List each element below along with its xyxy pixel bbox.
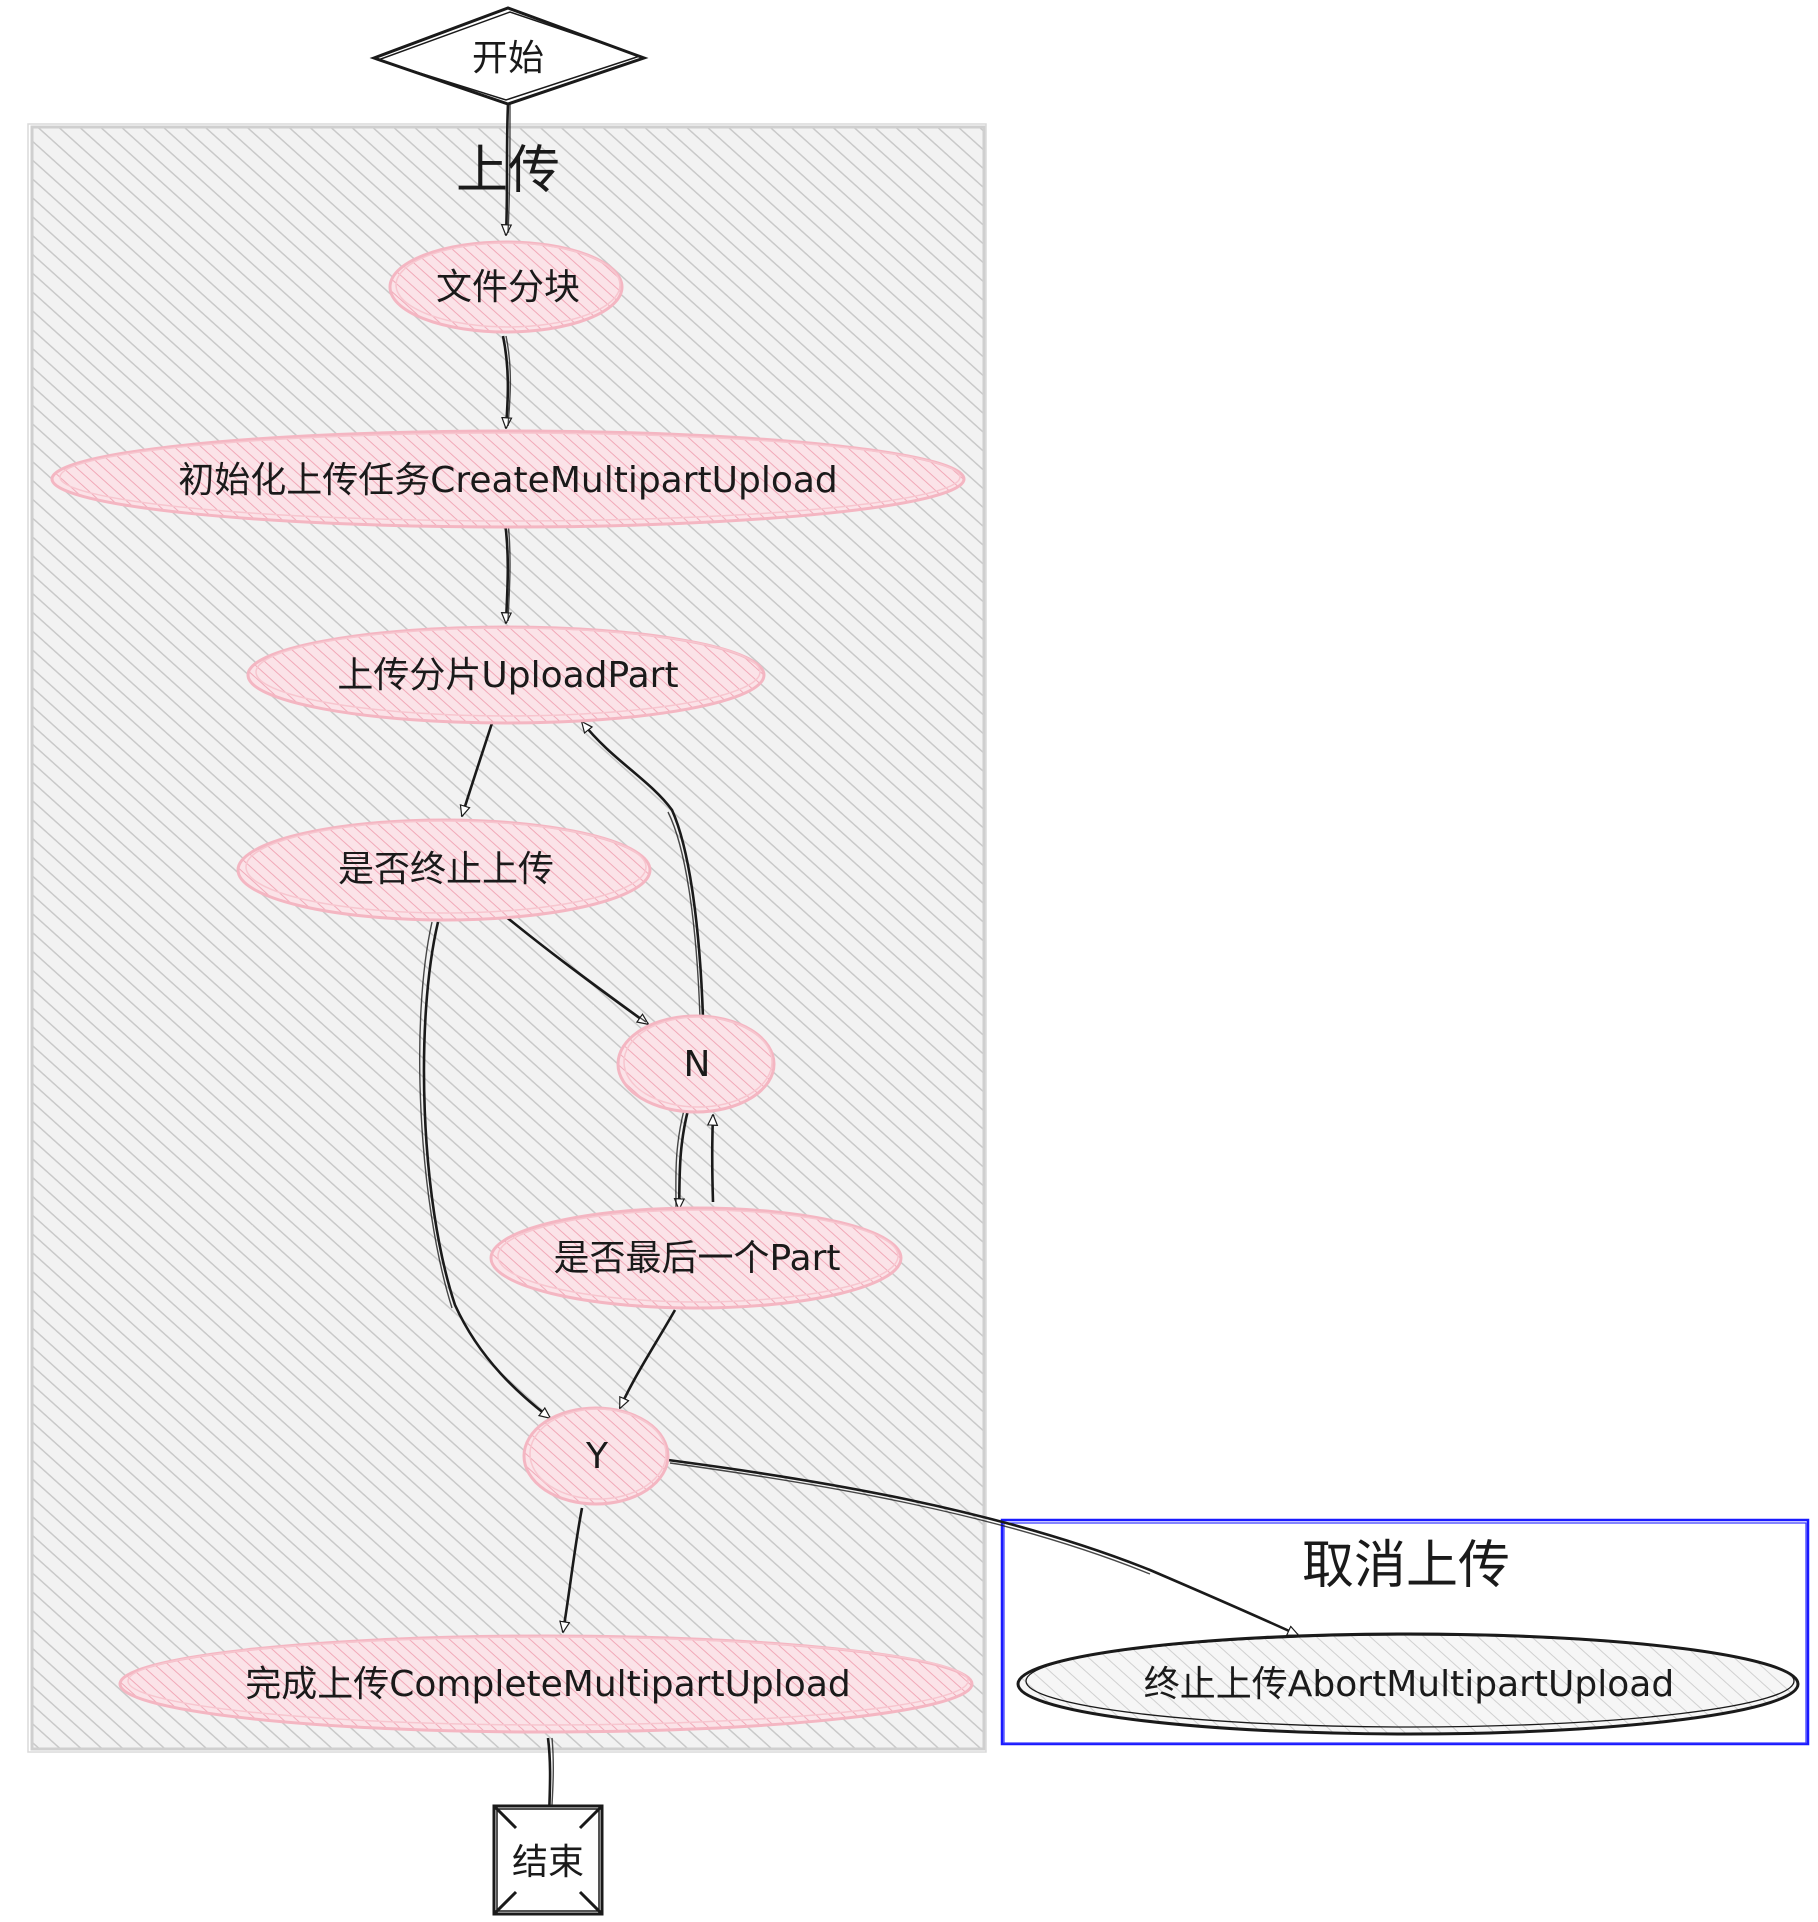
edge-init-to-uploadpart: [505, 521, 508, 623]
node-n-label: N: [684, 1044, 711, 1085]
cluster-cancel-title: 取消上传: [1302, 1536, 1510, 1596]
node-start-label: 开始: [472, 38, 544, 79]
node-start: 开始: [369, 6, 649, 106]
node-isabort: 是否终止上传: [236, 818, 652, 922]
node-abort: 终止上传AbortMultipartUpload: [1016, 1632, 1800, 1736]
node-init: 初始化上传任务CreateMultipartUpload: [50, 429, 966, 529]
node-split-label: 文件分块: [436, 267, 580, 308]
node-isabort-label: 是否终止上传: [338, 849, 554, 890]
edge-n-to-islast: [679, 1109, 690, 1209]
node-end-label: 结束: [512, 1842, 584, 1883]
node-complete: 完成上传CompleteMultipartUpload: [118, 1634, 974, 1734]
edge-start-to-split: [506, 103, 508, 235]
edge-islast-to-y: [618, 1309, 677, 1408]
node-n: N: [616, 1014, 776, 1114]
node-y: Y: [522, 1406, 670, 1506]
edge-split-to-init: [503, 335, 508, 428]
node-split: 文件分块: [388, 240, 624, 334]
node-complete-label: 完成上传CompleteMultipartUpload: [245, 1664, 850, 1705]
edge-n-to-uploadpart: [582, 722, 705, 1019]
edge-isabort-to-y: [422, 921, 550, 1418]
edge-islast-to-n: [712, 1115, 713, 1203]
node-end: 结束: [492, 1804, 604, 1916]
node-uploadpart-label: 上传分片UploadPart: [337, 655, 678, 696]
edge-y-to-complete: [563, 1507, 584, 1632]
node-islast: 是否最后一个Part: [489, 1206, 903, 1310]
node-abort-label: 终止上传AbortMultipartUpload: [1144, 1664, 1674, 1705]
node-islast-label: 是否最后一个Part: [553, 1238, 840, 1279]
edge-y-to-abort: [667, 1458, 1298, 1637]
node-uploadpart: 上传分片UploadPart: [246, 625, 766, 725]
node-y-label: Y: [585, 1436, 609, 1477]
edges: [419, 103, 1298, 1826]
edge-uploadpart-to-isabort: [462, 719, 495, 816]
node-init-label: 初始化上传任务CreateMultipartUpload: [178, 460, 838, 501]
